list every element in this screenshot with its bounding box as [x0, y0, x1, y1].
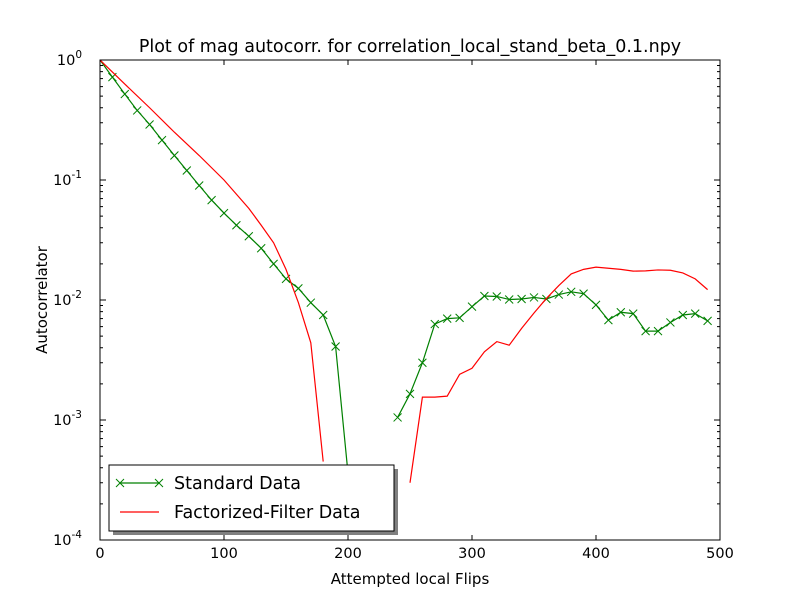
- legend-box: [108, 464, 395, 532]
- legend-item: Standard Data: [115, 474, 301, 494]
- legend: Standard Data Factorized-Filter Data: [108, 464, 398, 535]
- y-tick-exponent: -4: [72, 529, 83, 541]
- y-tick-exponent: -2: [72, 289, 82, 301]
- legend-item: Factorized-Filter Data: [120, 503, 361, 523]
- x-tick-label: 400: [582, 546, 610, 562]
- y-tick-label: 10-3: [53, 409, 82, 429]
- y-tick-base: 10: [53, 173, 71, 189]
- data-point-marker: [306, 298, 316, 308]
- data-point-marker: [170, 151, 179, 160]
- x-tick-label: 100: [210, 546, 238, 562]
- data-point-marker: [554, 290, 564, 299]
- data-point-marker: [331, 342, 340, 351]
- y-tick-exponent: -3: [72, 409, 82, 421]
- data-point-marker: [244, 231, 254, 241]
- data-point-marker: [207, 195, 216, 205]
- chart-title: Plot of mag autocorr. for correlation_lo…: [139, 37, 681, 57]
- data-series: [100, 60, 712, 483]
- plot-frame: [99, 59, 721, 541]
- data-point-marker: [517, 294, 526, 304]
- data-point-marker: [294, 284, 303, 293]
- y-tick-base: 10: [57, 53, 75, 69]
- legend-label: Standard Data: [174, 474, 301, 494]
- data-point-marker: [504, 295, 514, 304]
- data-point-marker: [690, 309, 700, 318]
- data-point-marker: [157, 135, 167, 145]
- data-point-marker: [442, 314, 452, 323]
- data-point-marker: [430, 319, 440, 329]
- data-point-marker: [393, 413, 402, 422]
- y-tick-base: 10: [53, 293, 71, 309]
- x-tick-label: 300: [458, 546, 486, 562]
- series-line: [100, 60, 324, 462]
- data-point-marker: [703, 316, 712, 326]
- y-tick-base: 10: [53, 533, 71, 549]
- x-tick-label: 0: [95, 546, 104, 562]
- data-point-marker: [492, 292, 502, 301]
- data-point-marker: [480, 291, 489, 301]
- y-axis-label: Autocorrelator: [33, 245, 51, 354]
- data-point-marker: [678, 310, 688, 320]
- legend-label: Factorized-Filter Data: [174, 503, 361, 523]
- x-tick-label: 500: [706, 546, 734, 562]
- data-point-marker: [269, 259, 278, 269]
- data-point-marker: [467, 302, 477, 312]
- data-point-marker: [628, 309, 638, 318]
- data-point-marker: [591, 300, 601, 310]
- legend-marker: [154, 478, 164, 488]
- series-factorized-filter-data: [100, 60, 708, 483]
- data-point-marker: [256, 243, 266, 253]
- y-tick-exponent: -1: [72, 169, 82, 181]
- data-point-marker: [579, 289, 588, 298]
- y-tick-label: 10-4: [53, 529, 82, 549]
- data-point-marker: [219, 208, 229, 218]
- data-point-marker: [120, 89, 130, 99]
- x-axis-label: Attempted local Flips: [331, 570, 490, 588]
- data-point-marker: [418, 358, 427, 368]
- y-tick-base: 10: [53, 413, 71, 429]
- data-point-marker: [405, 389, 415, 399]
- y-tick-label: 100: [57, 49, 82, 69]
- data-point-marker: [529, 293, 539, 302]
- series-line: [397, 291, 708, 418]
- data-point-marker: [653, 326, 663, 336]
- data-point-marker: [232, 220, 241, 230]
- data-point-marker: [455, 313, 464, 323]
- series-line: [409, 266, 708, 483]
- data-point-marker: [132, 106, 142, 115]
- data-point-marker: [666, 318, 675, 327]
- data-point-marker: [145, 120, 154, 129]
- plot-area: [100, 60, 720, 540]
- data-point-marker: [182, 166, 192, 175]
- data-point-marker: [318, 310, 328, 320]
- data-point-marker: [604, 315, 613, 325]
- data-point-marker: [616, 307, 626, 317]
- data-point-marker: [641, 326, 650, 336]
- y-tick-label: 10-1: [53, 169, 82, 189]
- series-standard-data: [100, 60, 712, 478]
- y-tick-label: 10-2: [53, 289, 82, 309]
- data-point-marker: [566, 287, 576, 297]
- legend-marker: [115, 478, 125, 488]
- x-tick-label: 200: [334, 546, 362, 562]
- y-tick-exponent: 0: [75, 49, 82, 61]
- data-point-marker: [194, 181, 204, 190]
